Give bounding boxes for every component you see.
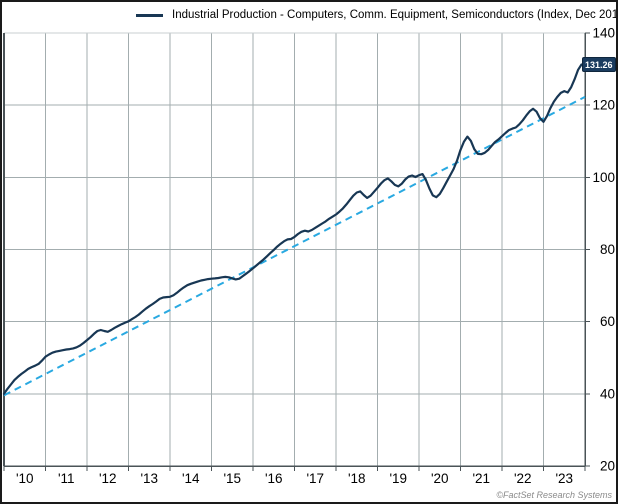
y-tick-label: 120 [592, 98, 615, 113]
y-tick-label: 60 [600, 314, 615, 329]
y-tick-label: 40 [600, 386, 615, 401]
legend-line-swatch [136, 13, 163, 17]
x-tick-label: '12 [99, 471, 117, 486]
x-tick-label: '11 [58, 471, 75, 486]
y-tick-label: 20 [600, 459, 615, 474]
x-tick-label: '21 [472, 471, 490, 486]
series-line [2, 63, 583, 395]
y-tick-label: 80 [600, 242, 615, 257]
y-tick-label: 100 [592, 170, 615, 185]
y-tick-label: 140 [592, 26, 615, 41]
legend-label: Industrial Production - Computers, Comm.… [172, 9, 618, 21]
x-tick-label: '17 [306, 471, 324, 486]
x-tick-label: '14 [182, 471, 200, 486]
x-tick-label: '18 [348, 471, 366, 486]
x-tick-label: '10 [16, 471, 34, 486]
x-tick-label: '23 [555, 471, 573, 486]
legend: Industrial Production - Computers, Comm.… [136, 9, 618, 21]
trend-line [3, 96, 586, 397]
x-tick-label: '15 [223, 471, 241, 486]
x-tick-label: '22 [514, 471, 532, 486]
last-value-badge: 131.26 [582, 57, 616, 73]
x-tick-label: '20 [431, 471, 449, 486]
copyright-note: ©FactSet Research Systems [496, 490, 612, 500]
x-tick-label: '19 [389, 471, 407, 486]
x-tick-label: '13 [140, 471, 158, 486]
x-tick-label: '16 [265, 471, 283, 486]
